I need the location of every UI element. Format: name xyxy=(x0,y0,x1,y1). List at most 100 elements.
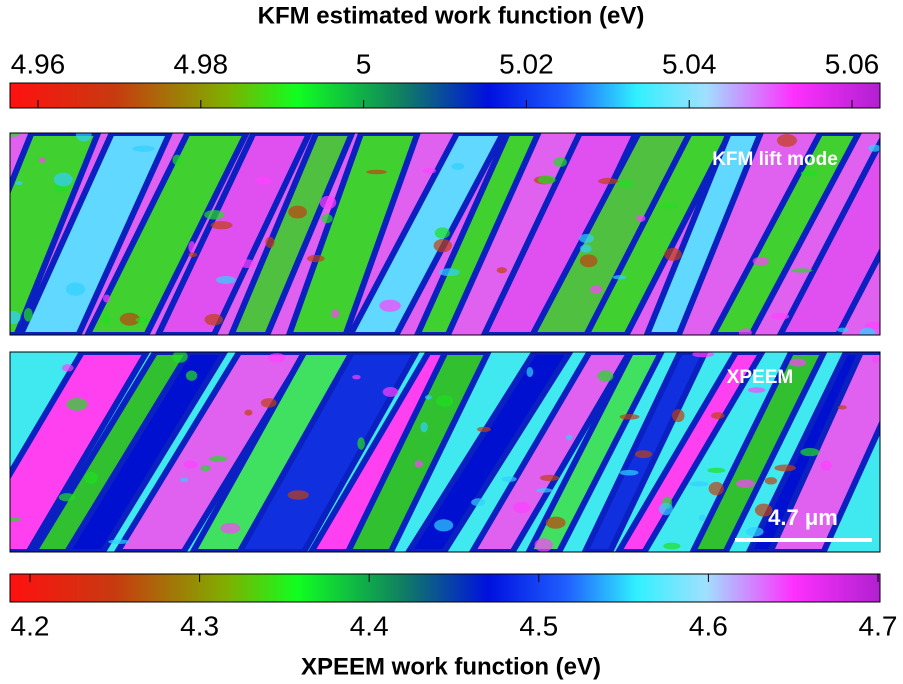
image-band xyxy=(227,133,356,335)
image-speckle xyxy=(664,247,682,261)
image-speckle xyxy=(764,477,778,485)
image-speckle xyxy=(545,516,566,529)
image-speckle xyxy=(254,176,272,185)
image-speckle xyxy=(424,395,432,400)
image-speckle xyxy=(239,259,255,269)
top-colorbar xyxy=(9,82,881,109)
tick-label: 4.7 xyxy=(859,610,898,641)
scale-bar-label: 4.7 μm xyxy=(768,505,838,530)
image-speckle xyxy=(260,398,277,408)
image-speckle xyxy=(15,181,23,186)
image-speckle xyxy=(288,205,307,219)
image-speckle xyxy=(619,414,640,420)
image-speckle xyxy=(204,313,224,326)
tick-label: 4.2 xyxy=(11,610,50,641)
image-band xyxy=(414,133,542,335)
image-speckle xyxy=(188,252,198,258)
image-speckle xyxy=(836,327,849,333)
image-speckle xyxy=(663,542,681,550)
image-speckle xyxy=(379,299,401,312)
image-speckle xyxy=(53,172,73,187)
image-speckle xyxy=(634,450,653,459)
image-speckle xyxy=(578,233,594,243)
image-speckle xyxy=(321,213,333,224)
image-band xyxy=(236,352,420,552)
image-speckle xyxy=(434,519,454,532)
tick-label: 4.5 xyxy=(519,610,558,641)
image-band xyxy=(582,133,734,335)
image-speckle xyxy=(539,474,559,482)
image-speckle xyxy=(366,169,387,175)
image-speckle xyxy=(61,364,74,372)
image-band xyxy=(614,352,766,552)
image-speckle xyxy=(837,405,847,410)
image-speckle xyxy=(331,309,340,319)
image-speckle xyxy=(188,241,196,253)
image-speckle xyxy=(868,144,880,152)
image-band xyxy=(709,133,863,335)
image-band xyxy=(405,352,574,552)
image-speckle xyxy=(382,387,399,397)
image-speckle xyxy=(75,133,92,142)
image-speckle xyxy=(800,448,820,457)
image-speckle xyxy=(598,177,619,185)
image-speckle xyxy=(526,366,534,378)
bottom-colorbar-title: XPEEM work function (eV) xyxy=(301,653,601,680)
image-speckle xyxy=(172,154,182,166)
image-speckle xyxy=(580,244,592,253)
kfm-frame xyxy=(9,132,881,336)
image-speckle xyxy=(438,268,460,277)
image-speckle xyxy=(306,254,325,263)
image-speckle xyxy=(10,516,22,522)
image-speckle xyxy=(265,236,275,249)
image-speckle xyxy=(496,267,507,274)
image-speckle xyxy=(436,395,454,407)
image-speckle xyxy=(204,209,225,220)
image-speckle xyxy=(10,133,20,137)
image-speckle xyxy=(65,282,86,296)
image-band xyxy=(10,133,102,335)
image-speckle xyxy=(537,175,556,185)
image-speckle xyxy=(589,285,603,294)
image-speckle xyxy=(208,455,228,462)
image-band xyxy=(767,352,880,552)
image-speckle xyxy=(185,370,198,381)
image-speckle xyxy=(535,488,553,493)
image-speckle xyxy=(420,422,428,433)
image-speckle xyxy=(200,465,211,472)
image-speckle xyxy=(534,538,553,552)
image-speckle xyxy=(135,317,150,323)
tick-label: 4.3 xyxy=(180,610,219,641)
image-band xyxy=(154,133,313,335)
image-speckle xyxy=(619,469,639,476)
tick-label: 4.6 xyxy=(689,610,728,641)
image-speckle xyxy=(172,352,188,363)
image-band xyxy=(10,352,151,552)
image-band xyxy=(480,133,640,335)
image-band xyxy=(689,352,828,552)
image-speckle xyxy=(414,460,423,468)
image-speckle xyxy=(451,163,465,170)
image-speckle xyxy=(774,464,796,472)
tick-label: 5 xyxy=(356,48,372,79)
tick-label: 4.98 xyxy=(174,48,229,79)
image-speckle xyxy=(434,227,450,239)
image-speckle xyxy=(433,238,452,253)
image-speckle xyxy=(659,204,678,209)
image-speckle xyxy=(101,313,111,325)
tick-label: 5.06 xyxy=(825,48,880,79)
image-speckle xyxy=(244,409,253,416)
xpeem-label: XPEEM xyxy=(727,367,794,388)
image-speckle xyxy=(319,195,337,210)
image-speckle xyxy=(352,374,361,380)
image-speckle xyxy=(183,460,198,469)
image-speckle xyxy=(820,460,832,471)
image-band xyxy=(643,133,764,335)
image-speckle xyxy=(10,310,21,325)
image-speckle xyxy=(579,254,598,268)
image-speckle xyxy=(422,167,436,174)
image-speckle xyxy=(357,437,365,450)
image-speckle xyxy=(566,434,573,441)
image-speckle xyxy=(38,157,46,164)
image-speckle xyxy=(103,294,111,303)
